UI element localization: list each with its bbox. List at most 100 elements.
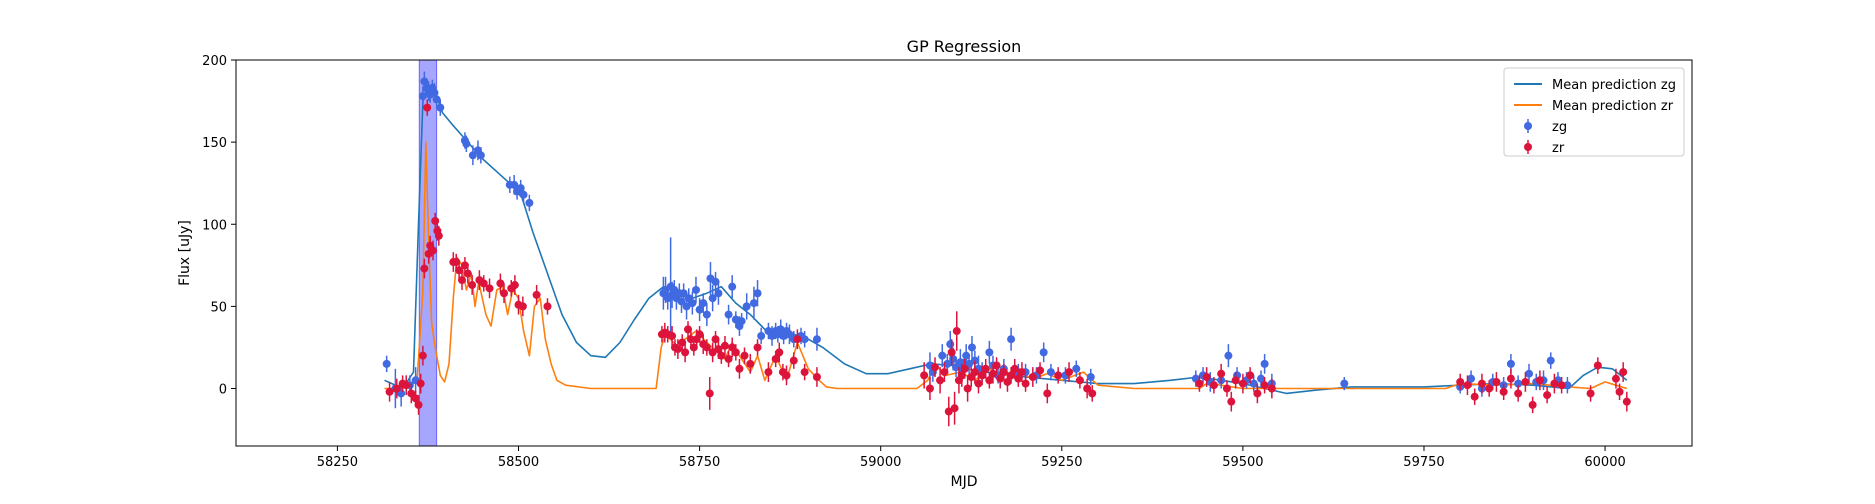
data-point-zr: [944, 396, 953, 427]
data-point-zr: [720, 335, 729, 356]
legend-box: [1503, 67, 1685, 157]
data-point-zr: [1222, 380, 1231, 397]
data-point-zr: [1506, 368, 1515, 389]
data-point-zg: [1260, 354, 1269, 374]
data-point-zr: [800, 363, 809, 381]
data-point-zg: [1340, 377, 1349, 391]
data-point-zr: [468, 275, 477, 295]
data-point-zg: [737, 312, 746, 330]
legend-label: zr: [1552, 141, 1565, 156]
data-point-zr: [992, 357, 1001, 374]
data-point-zr: [775, 342, 784, 363]
data-point-zr: [793, 329, 802, 350]
data-point-zr: [1238, 373, 1247, 394]
data-point-zr: [684, 321, 693, 338]
y-tick-label: 100: [202, 218, 227, 233]
legend-label: Mean prediction zg: [1552, 78, 1676, 93]
data-point-zr: [458, 270, 467, 290]
data-point-zr: [1083, 378, 1092, 399]
data-point-zr: [668, 326, 677, 346]
data-point-zg: [938, 344, 947, 368]
data-point-zr: [1528, 396, 1537, 414]
x-axis-ticks: 58250 58500 58750 59000 59250 59500 59750 60000: [317, 446, 1626, 470]
x-tick-label: 58750: [679, 455, 720, 470]
data-point-zr: [455, 260, 464, 281]
data-point-zg: [742, 293, 751, 320]
data-point-zr: [420, 258, 429, 279]
y-axis-ticks: 0 50 100 150 200: [202, 54, 236, 398]
data-point-zg: [688, 291, 697, 315]
data-point-zr: [1492, 372, 1501, 392]
data-point-zr: [423, 99, 432, 116]
data-point-zr: [1499, 383, 1508, 401]
data-point-zg: [800, 331, 809, 348]
data-point-zr: [1622, 391, 1631, 412]
data-point-zr: [711, 331, 720, 348]
data-point-zr: [1028, 367, 1037, 387]
data-point-zr: [963, 375, 972, 402]
data-point-zr: [1456, 373, 1465, 391]
data-point-zr: [981, 358, 990, 379]
data-point-zg: [1086, 368, 1095, 386]
data-point-zr: [717, 347, 726, 364]
x-tick-label: 59500: [1222, 455, 1263, 470]
data-point-zr: [1075, 372, 1084, 389]
data-point-zr: [463, 263, 472, 284]
data-point-zg: [1546, 352, 1555, 369]
data-point-zr: [485, 278, 494, 299]
chart-title: GP Regression: [907, 37, 1022, 56]
x-tick-label: 58250: [317, 455, 358, 470]
data-point-zr: [940, 362, 949, 382]
data-point-zr: [1557, 377, 1566, 394]
data-point-zg: [708, 285, 717, 312]
y-tick-label: 150: [202, 136, 227, 151]
data-point-zr: [434, 225, 443, 246]
data-point-zr: [1543, 386, 1552, 404]
data-point-zg: [519, 186, 528, 203]
data-point-zr: [1253, 383, 1262, 404]
data-point-zr: [695, 326, 704, 343]
data-point-zg: [1039, 342, 1048, 363]
data-point-zg: [525, 194, 534, 212]
legend: Mean prediction zg Mean prediction zr zg zr: [1503, 67, 1685, 157]
data-point-zg: [679, 283, 688, 304]
data-point-zr: [543, 298, 552, 315]
data-point-zr: [1586, 385, 1595, 402]
data-point-zr: [952, 311, 961, 351]
data-point-zr: [1088, 385, 1097, 402]
data-point-zr: [496, 273, 505, 294]
data-point-zr: [1593, 357, 1602, 374]
data-point-zr: [1017, 362, 1026, 382]
y-axis-label: Flux [uJy]: [177, 220, 193, 286]
data-point-zr: [479, 275, 488, 292]
y-tick-label: 50: [210, 300, 227, 315]
data-point-zr: [1477, 373, 1486, 394]
data-point-zr: [764, 362, 773, 382]
data-point-zr: [429, 240, 438, 261]
data-point-zr: [753, 339, 762, 356]
data-point-zg: [1007, 327, 1016, 351]
data-point-zr: [812, 367, 821, 387]
data-point-zr: [1514, 385, 1523, 402]
legend-label: zg: [1552, 120, 1567, 135]
data-point-zr: [678, 334, 687, 351]
legend-marker: [1524, 140, 1532, 154]
data-point-zg: [432, 91, 441, 108]
data-point-zr: [789, 352, 798, 369]
x-tick-label: 60000: [1584, 455, 1625, 470]
data-point-zr: [1202, 367, 1211, 387]
data-point-zr: [1521, 372, 1530, 392]
data-point-zg: [711, 271, 720, 292]
data-point-zr: [1217, 363, 1226, 384]
data-point-zr: [708, 342, 717, 363]
data-point-zr: [1463, 375, 1472, 396]
data-point-zr: [947, 339, 956, 366]
data-point-zr: [970, 360, 979, 384]
data-point-zg: [1563, 377, 1572, 394]
x-axis-label: MJD: [951, 474, 978, 490]
data-point-zr: [1535, 370, 1544, 391]
data-point-zr: [1021, 375, 1030, 392]
data-point-zr: [746, 354, 755, 374]
data-point-zr: [681, 342, 690, 363]
data-point-zr: [735, 358, 744, 379]
